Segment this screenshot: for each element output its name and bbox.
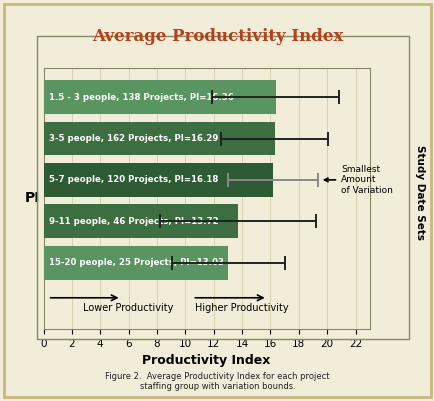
Text: Smallest
Amount
of Variation: Smallest Amount of Variation [324, 165, 392, 195]
X-axis label: Productivity Index: Productivity Index [142, 354, 270, 367]
Bar [43, 163, 273, 197]
Y-axis label: PI: PI [25, 192, 40, 205]
Text: Figure 2.  Average Productivity Index for each project
staffing group with varia: Figure 2. Average Productivity Index for… [105, 372, 329, 391]
Text: 3-5 people, 162 Projects, PI=16.29: 3-5 people, 162 Projects, PI=16.29 [49, 134, 218, 143]
Bar [43, 246, 228, 279]
Text: Lower Productivity: Lower Productivity [83, 303, 173, 313]
Text: Study Date Sets: Study Date Sets [414, 145, 424, 240]
Text: Higher Productivity: Higher Productivity [195, 303, 288, 313]
Bar [43, 204, 237, 238]
Text: 9-11 people, 46 Projects, PI=13.72: 9-11 people, 46 Projects, PI=13.72 [49, 217, 218, 226]
Text: 15-20 people, 25 Projects, PI=13.03: 15-20 people, 25 Projects, PI=13.03 [49, 258, 224, 267]
Text: Average Productivity Index: Average Productivity Index [92, 28, 342, 45]
Bar [43, 80, 275, 114]
Bar [43, 122, 274, 156]
Text: 1.5 - 3 people, 138 Projects, PI=16.36: 1.5 - 3 people, 138 Projects, PI=16.36 [49, 93, 233, 101]
Text: 5-7 people, 120 Projects, PI=16.18: 5-7 people, 120 Projects, PI=16.18 [49, 175, 218, 184]
